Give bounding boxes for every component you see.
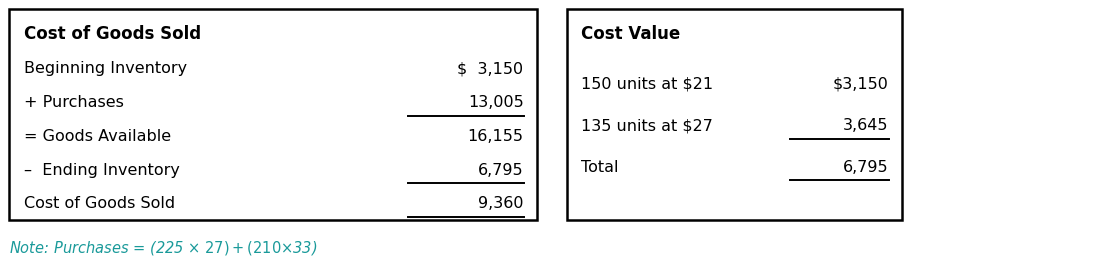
Text: = Goods Available: = Goods Available [24, 129, 172, 144]
Text: 3,645: 3,645 [844, 118, 889, 133]
Text: 9,360: 9,360 [478, 196, 524, 211]
Text: $  3,150: $ 3,150 [458, 61, 524, 76]
Text: Note: Purchases = (225 × $27) + (210 × $33): Note: Purchases = (225 × $27) + (210 × $… [9, 239, 317, 257]
Text: 6,795: 6,795 [844, 160, 889, 175]
Text: –  Ending Inventory: – Ending Inventory [24, 163, 180, 178]
Text: + Purchases: + Purchases [24, 95, 124, 110]
Text: Cost of Goods Sold: Cost of Goods Sold [24, 25, 201, 43]
Text: $3,150: $3,150 [833, 76, 889, 91]
Text: 150 units at $21: 150 units at $21 [581, 76, 713, 91]
Text: Beginning Inventory: Beginning Inventory [24, 61, 187, 76]
Bar [9, 9, 537, 220]
Text: Total: Total [581, 160, 618, 175]
Text: 135 units at $27: 135 units at $27 [581, 118, 713, 133]
Text: 16,155: 16,155 [468, 129, 524, 144]
Bar [566, 9, 902, 220]
Text: Cost Value: Cost Value [581, 25, 680, 43]
Text: 13,005: 13,005 [468, 95, 524, 110]
Text: 6,795: 6,795 [478, 163, 524, 178]
Text: Cost of Goods Sold: Cost of Goods Sold [24, 196, 175, 211]
